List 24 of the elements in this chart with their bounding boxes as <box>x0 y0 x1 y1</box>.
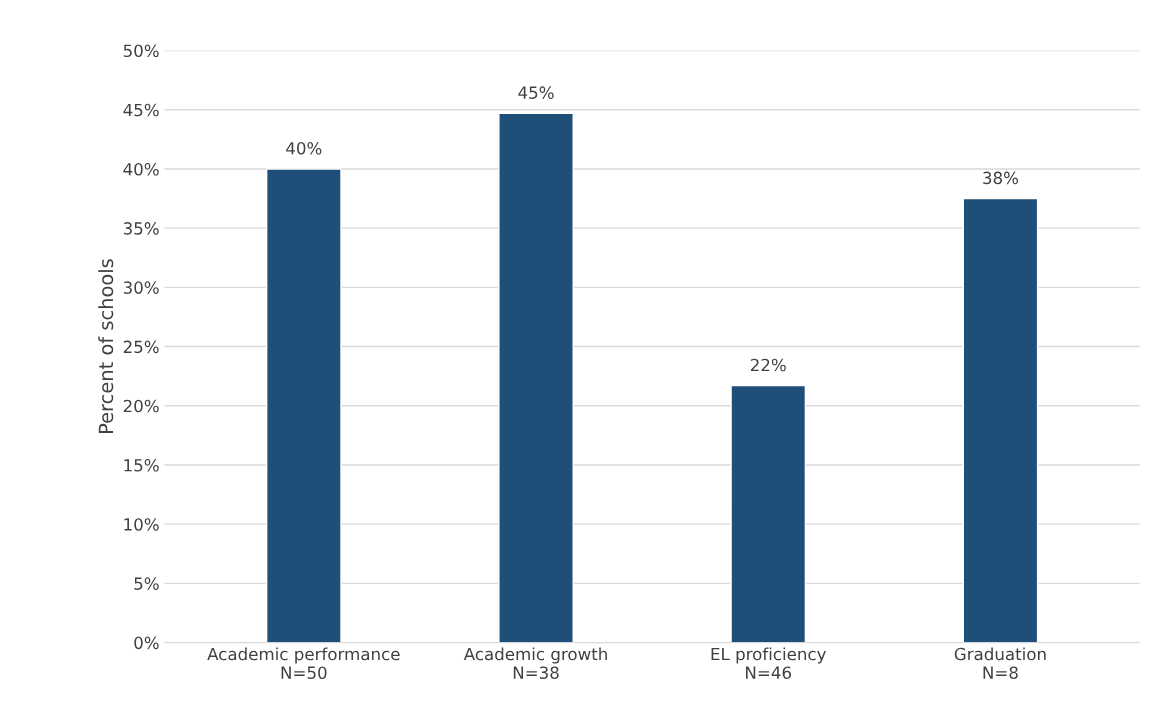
y-tick-label: 15% <box>124 458 159 472</box>
x-tick-label: Academic growth N=38 <box>463 647 607 680</box>
data-label: 40% <box>286 142 322 155</box>
x-tick-label: Academic performance N=50 <box>207 647 400 680</box>
y-tick-label: 50% <box>123 44 159 58</box>
bar <box>265 168 342 643</box>
y-tick-label: 45% <box>123 103 159 117</box>
y-axis-title: Percent of schools <box>98 259 114 434</box>
bar <box>962 197 1039 643</box>
data-label: 45% <box>518 86 554 99</box>
bar <box>498 112 574 643</box>
y-tick-label: 20% <box>123 399 159 413</box>
y-tick-label: 30% <box>123 281 159 294</box>
y-tick-label: 5% <box>134 577 159 590</box>
y-tick-label: 25% <box>123 340 159 354</box>
y-tick-label: 10% <box>124 518 159 531</box>
x-tick-label: EL proficiency N=46 <box>711 647 826 680</box>
y-tick-label: 40% <box>123 162 159 176</box>
x-tick-label: Graduation N=8 <box>954 647 1046 680</box>
data-label: 22% <box>750 358 786 372</box>
bar <box>730 384 807 643</box>
y-tick-label: 0% <box>134 636 159 650</box>
y-tick-label: 35% <box>123 222 159 235</box>
data-label: 38% <box>983 171 1019 185</box>
